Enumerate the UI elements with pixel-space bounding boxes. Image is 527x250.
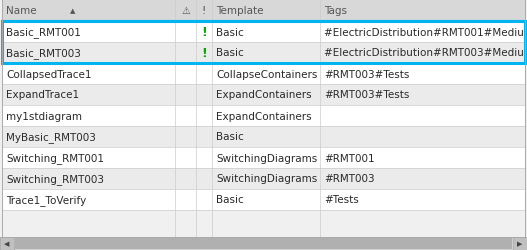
Text: !: ! bbox=[202, 6, 206, 16]
Text: Basic: Basic bbox=[216, 132, 244, 142]
Text: MyBasic_RMT003: MyBasic_RMT003 bbox=[6, 132, 96, 142]
Text: SwitchingDiagrams: SwitchingDiagrams bbox=[216, 153, 317, 163]
Text: Basic: Basic bbox=[216, 28, 244, 37]
Text: ExpandTrace1: ExpandTrace1 bbox=[6, 90, 79, 100]
Text: !: ! bbox=[201, 47, 207, 60]
Text: CollapseContainers: CollapseContainers bbox=[216, 69, 317, 79]
Text: #RMT003#Tests: #RMT003#Tests bbox=[324, 69, 409, 79]
Bar bbox=[0, 237, 527, 250]
Text: #RMT003: #RMT003 bbox=[324, 174, 375, 184]
Text: Template: Template bbox=[216, 6, 264, 16]
Bar bbox=[2, 64, 525, 85]
Bar bbox=[2, 22, 525, 64]
Bar bbox=[2, 85, 525, 105]
Text: Basic: Basic bbox=[216, 48, 244, 58]
Text: ⚠: ⚠ bbox=[181, 6, 190, 16]
Text: ◀: ◀ bbox=[4, 240, 9, 246]
Text: Basic_RMT001: Basic_RMT001 bbox=[6, 27, 81, 38]
Text: Name: Name bbox=[6, 6, 36, 16]
Text: Trace1_ToVerify: Trace1_ToVerify bbox=[6, 194, 86, 205]
Bar bbox=[2, 126, 525, 148]
Bar bbox=[2, 0, 525, 22]
Text: ▶: ▶ bbox=[518, 240, 523, 246]
Text: ExpandContainers: ExpandContainers bbox=[216, 111, 311, 121]
Text: SwitchingDiagrams: SwitchingDiagrams bbox=[216, 174, 317, 184]
Text: #ElectricDistribution#RMT003#Medium Voltage: #ElectricDistribution#RMT003#Medium Volt… bbox=[324, 48, 527, 58]
Text: ▲: ▲ bbox=[70, 8, 75, 14]
Text: #RMT003#Tests: #RMT003#Tests bbox=[324, 90, 409, 100]
Bar bbox=[2, 148, 525, 168]
Text: Tags: Tags bbox=[324, 6, 347, 16]
Bar bbox=[2, 168, 525, 189]
Text: CollapsedTrace1: CollapsedTrace1 bbox=[6, 69, 92, 79]
Text: my1stdiagram: my1stdiagram bbox=[6, 111, 82, 121]
Text: Switching_RMT001: Switching_RMT001 bbox=[6, 152, 104, 163]
Bar bbox=[513, 237, 527, 250]
Bar bbox=[0, 237, 14, 250]
Text: Basic_RMT003: Basic_RMT003 bbox=[6, 48, 81, 59]
Text: Switching_RMT003: Switching_RMT003 bbox=[6, 173, 104, 184]
Text: ExpandContainers: ExpandContainers bbox=[216, 90, 311, 100]
Text: !: ! bbox=[201, 26, 207, 39]
Bar bbox=[2, 189, 525, 210]
Bar bbox=[2, 106, 525, 126]
Text: #ElectricDistribution#RMT001#Medium Voltage: #ElectricDistribution#RMT001#Medium Volt… bbox=[324, 28, 527, 37]
Text: #Tests: #Tests bbox=[324, 195, 359, 205]
Bar bbox=[2, 22, 525, 43]
Text: #RMT001: #RMT001 bbox=[324, 153, 375, 163]
Text: Basic: Basic bbox=[216, 195, 244, 205]
Bar bbox=[2, 43, 525, 64]
FancyBboxPatch shape bbox=[15, 238, 512, 249]
